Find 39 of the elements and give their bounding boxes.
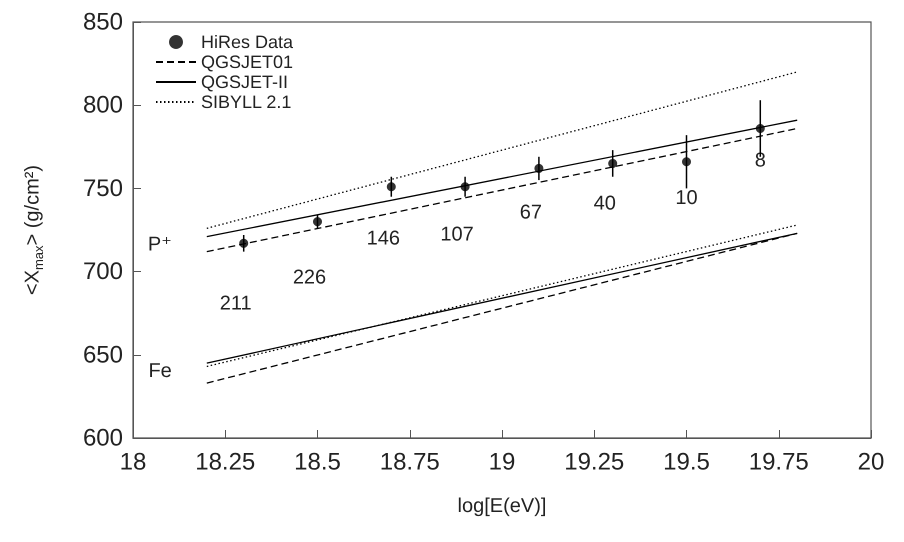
annotation: 40 xyxy=(594,192,616,214)
x-tick-label: 18.25 xyxy=(195,448,256,476)
point xyxy=(239,238,248,248)
annotation: 146 xyxy=(366,228,400,250)
y-tick-label: 650 xyxy=(82,341,123,368)
x-tick-label: 18.5 xyxy=(294,448,341,476)
y-tick-label: 600 xyxy=(82,424,123,452)
x-tick-label: 19.5 xyxy=(663,448,710,476)
x-tick-label: 19.25 xyxy=(564,448,624,476)
y-tick-label: 850 xyxy=(82,8,123,36)
legend-label: QGSJET01 xyxy=(201,52,294,72)
annotation: 8 xyxy=(754,149,766,172)
point xyxy=(313,217,322,226)
x-tick-label: 18 xyxy=(120,448,146,476)
y-tick-label: 700 xyxy=(82,258,123,286)
point xyxy=(386,182,396,192)
point xyxy=(608,158,618,168)
annotation: 226 xyxy=(292,266,326,289)
y-axis-title: <Xmax> (g/cm²) xyxy=(22,164,46,296)
point xyxy=(756,124,765,133)
x-tick-label: 19 xyxy=(488,448,516,476)
point xyxy=(460,182,470,192)
point xyxy=(534,164,544,173)
annotation: 10 xyxy=(675,186,698,209)
annotation: 211 xyxy=(220,292,252,314)
x-tick-label: 18.75 xyxy=(380,448,440,476)
x-axis-title: log[E(eV)] xyxy=(458,495,546,517)
annotation: P⁺ xyxy=(148,234,172,256)
legend-label: QGSJET-II xyxy=(201,72,288,92)
point xyxy=(682,157,691,166)
y-tick-label: 800 xyxy=(82,92,123,119)
x-tick-label: 19.75 xyxy=(748,448,809,476)
legend-label: SIBYLL 2.1 xyxy=(201,92,292,112)
legend-label: HiRes Data xyxy=(201,32,294,52)
x-tick-label: 20 xyxy=(858,448,884,476)
annotation: 107 xyxy=(440,224,474,246)
y-tick-label: 750 xyxy=(82,174,123,202)
annotation: 67 xyxy=(520,201,542,224)
annotation: Fe xyxy=(148,360,172,382)
